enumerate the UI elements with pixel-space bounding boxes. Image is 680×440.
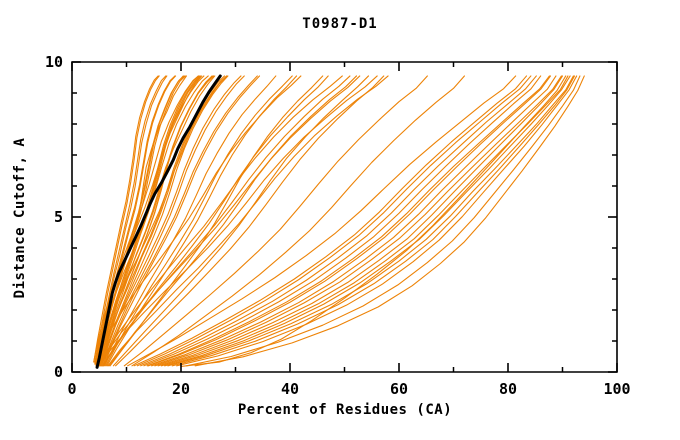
clipped-curves [93, 74, 585, 369]
y-axis-title: Distance Cutoff, A [12, 138, 28, 299]
model-curve [140, 75, 537, 367]
model-curve [143, 75, 542, 367]
model-curve [147, 75, 552, 367]
model-curve [96, 75, 186, 365]
x-tick-label: 60 [390, 380, 408, 398]
curves-layer [93, 74, 585, 369]
model-curve [98, 75, 216, 367]
y-tick-label: 5 [54, 208, 63, 226]
model-curve [194, 75, 585, 367]
x-tick-label: 80 [499, 380, 517, 398]
y-tick-label: 0 [54, 363, 63, 381]
x-tick-label: 100 [603, 380, 630, 398]
x-tick-label: 0 [67, 380, 76, 398]
model-curve [185, 75, 581, 367]
model-curve [101, 75, 258, 367]
model-curve [100, 75, 245, 367]
axis-ticks [71, 61, 618, 373]
model-curve [95, 75, 302, 366]
y-tick-label: 10 [45, 53, 63, 71]
model-curve [108, 75, 358, 367]
x-tick-label: 40 [281, 380, 299, 398]
model-curve [98, 75, 343, 367]
x-axis-title: Percent of Residues (CA) [238, 402, 452, 418]
model-curve [127, 75, 517, 367]
page-title: T0987-D1 [302, 16, 377, 32]
model-curve [99, 75, 228, 367]
model-curve [160, 75, 569, 367]
model-curve [123, 75, 428, 367]
model-curve [154, 75, 562, 367]
model-curve [133, 75, 528, 367]
model-curve [164, 75, 571, 367]
model-curve [103, 75, 261, 367]
model-curve [171, 75, 576, 367]
model-curve [136, 75, 532, 367]
model-curve [115, 75, 385, 367]
model-curve [93, 75, 159, 363]
model-curve [103, 75, 329, 367]
model-curve [107, 75, 389, 367]
model-curve [98, 75, 378, 367]
model-curve [151, 75, 557, 367]
model-curve [146, 75, 550, 367]
model-curve [97, 75, 199, 366]
model-curve [98, 75, 361, 367]
model-curve [105, 75, 293, 367]
model-curve [157, 75, 564, 367]
model-curve [94, 75, 160, 364]
model-curve [180, 75, 567, 367]
model-curve [93, 75, 199, 363]
axis-frame: 0 20 40 60 80 100 0 5 10 [45, 53, 631, 398]
reference-curve [95, 74, 222, 369]
axis-tick-labels: 0 20 40 60 80 100 0 5 10 [45, 53, 631, 398]
model-curve [96, 75, 213, 365]
model-curve [176, 75, 578, 367]
model-curve [167, 75, 574, 367]
x-tick-label: 20 [172, 380, 190, 398]
model-curve [131, 75, 465, 367]
